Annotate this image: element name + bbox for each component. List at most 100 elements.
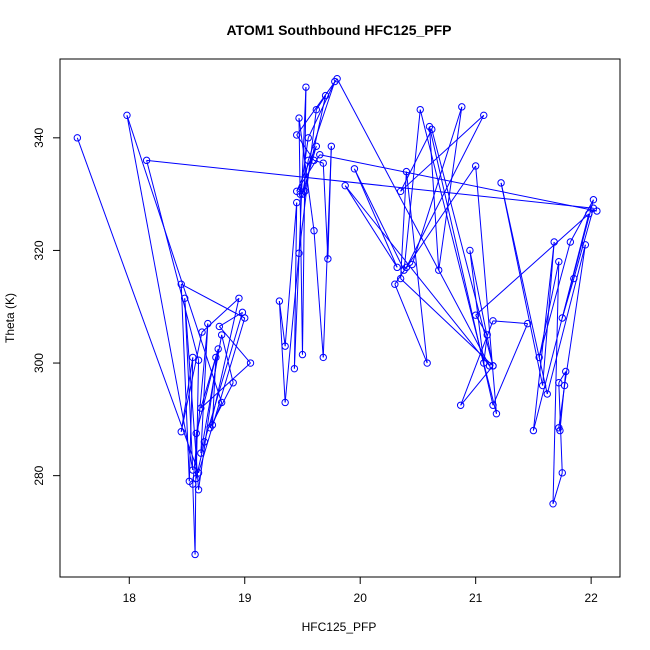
data-point xyxy=(555,379,563,387)
data-point xyxy=(428,125,436,134)
data-point xyxy=(471,311,480,319)
x-tick-label: 19 xyxy=(238,591,252,605)
data-point xyxy=(312,105,321,114)
x-axis: 18 19 20 21 22 xyxy=(123,576,598,605)
data-point xyxy=(456,401,465,409)
data-point xyxy=(560,381,569,390)
data-point xyxy=(293,198,301,207)
series-segment xyxy=(296,154,321,192)
data-point xyxy=(290,364,299,373)
data-point xyxy=(529,426,538,435)
series-segment xyxy=(573,208,594,279)
series-segment xyxy=(293,87,307,369)
series-segment xyxy=(344,185,490,367)
data-point xyxy=(324,255,332,263)
series-segment xyxy=(469,250,485,364)
series-segment xyxy=(564,244,586,386)
series-segment xyxy=(221,334,234,383)
data-point xyxy=(177,280,185,288)
data-point xyxy=(341,181,349,190)
series-segment xyxy=(558,371,567,384)
series-segment xyxy=(460,365,494,406)
series-segment xyxy=(460,320,494,406)
series-segment xyxy=(322,163,329,259)
data-point xyxy=(189,353,197,362)
series-segment xyxy=(192,323,209,485)
series-segment xyxy=(419,109,497,414)
series-segment xyxy=(200,348,219,409)
series-segment xyxy=(301,146,317,195)
chart-title: ATOM1 Southbound HFC125_PFP xyxy=(226,22,451,38)
series-segment xyxy=(469,250,494,366)
series-segment xyxy=(405,115,485,268)
series-segment xyxy=(307,81,336,139)
series-segment xyxy=(203,312,243,443)
series-segment xyxy=(558,427,561,431)
series-segment xyxy=(200,362,251,409)
data-point xyxy=(281,398,289,407)
data-point xyxy=(229,379,237,387)
data-point xyxy=(197,449,205,457)
series-segment xyxy=(353,168,398,268)
series-segment xyxy=(219,311,243,327)
y-tick-label: 280 xyxy=(32,465,46,485)
data-point xyxy=(310,156,318,165)
y-axis-title: Theta (K) xyxy=(3,293,17,343)
data-point xyxy=(304,134,312,142)
data-point xyxy=(543,390,551,398)
data-point xyxy=(298,190,307,198)
series-segment xyxy=(552,472,563,504)
series-segment xyxy=(400,171,407,279)
data-point xyxy=(191,550,199,559)
data-point xyxy=(281,342,289,350)
data-point xyxy=(402,167,411,176)
data-point xyxy=(319,353,327,362)
data-point xyxy=(471,162,480,170)
data-point xyxy=(316,151,324,159)
series-segment xyxy=(126,115,194,471)
plot-frame xyxy=(59,58,621,578)
series-segment xyxy=(344,185,398,268)
data-point xyxy=(523,319,532,328)
x-tick-label: 21 xyxy=(469,591,483,605)
series-segment xyxy=(403,109,421,271)
series-segment xyxy=(198,317,246,473)
data-point xyxy=(550,238,558,246)
series-segment xyxy=(336,78,490,367)
data-point xyxy=(302,83,310,91)
x-tick-label: 18 xyxy=(123,591,137,605)
data-point xyxy=(435,266,443,274)
data-point xyxy=(589,196,598,204)
data-point xyxy=(489,317,497,325)
data-point xyxy=(181,294,189,302)
data-point xyxy=(204,319,212,328)
data-point xyxy=(331,77,339,86)
data-point xyxy=(489,401,497,409)
data-point xyxy=(295,249,303,257)
series-segment xyxy=(538,241,571,358)
series-segment xyxy=(475,314,488,336)
data-point xyxy=(217,398,226,407)
series-segment xyxy=(296,146,317,192)
series-segment xyxy=(315,95,326,110)
x-tick-label: 20 xyxy=(354,591,368,605)
x-tick-label: 22 xyxy=(584,591,598,605)
series-points xyxy=(73,75,601,559)
series-segment xyxy=(558,385,566,428)
series-segment xyxy=(319,154,598,212)
data-point xyxy=(212,353,220,362)
data-point xyxy=(400,266,408,274)
data-point xyxy=(215,322,224,331)
data-point xyxy=(555,257,563,266)
data-point xyxy=(570,274,578,283)
series-segment xyxy=(76,137,200,474)
series-segment xyxy=(492,323,529,406)
series-segment xyxy=(322,146,332,358)
data-point xyxy=(391,280,399,288)
y-axis: 280 300 320 340 xyxy=(32,127,61,486)
series-segment xyxy=(146,159,594,209)
series-segment xyxy=(195,360,200,479)
data-point xyxy=(492,410,501,418)
data-point xyxy=(593,207,601,215)
